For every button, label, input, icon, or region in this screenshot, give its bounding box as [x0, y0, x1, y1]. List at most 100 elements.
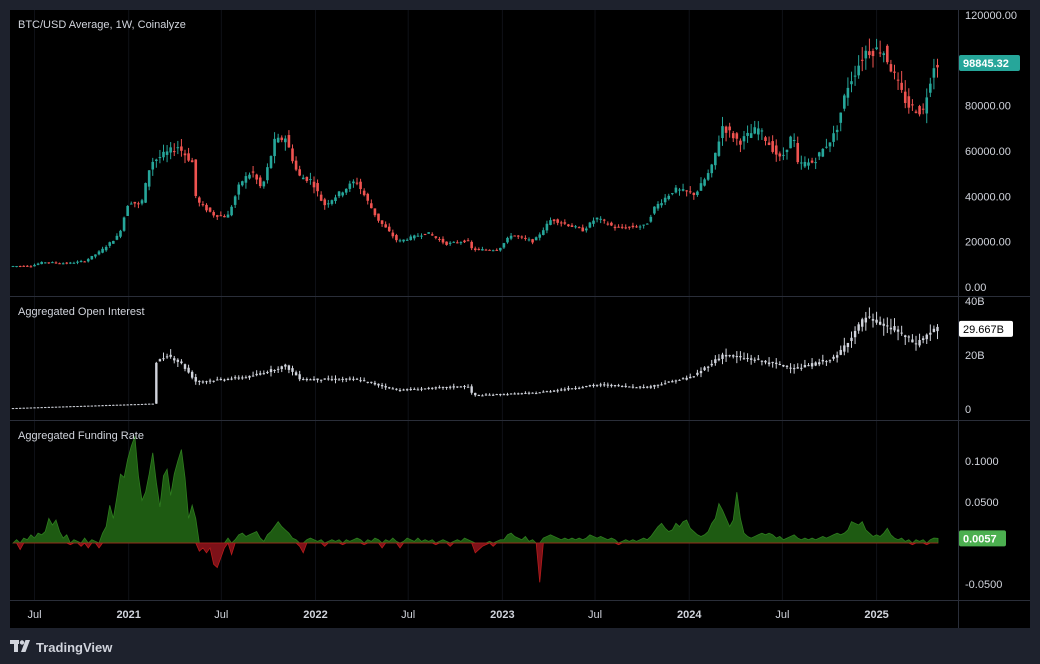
- oi-candle[interactable]: [370, 381, 373, 383]
- oi-candle[interactable]: [674, 380, 678, 382]
- price-candle[interactable]: [513, 235, 516, 237]
- oi-candle[interactable]: [112, 404, 115, 406]
- price-candle[interactable]: [76, 261, 79, 263]
- oi-candle[interactable]: [624, 385, 627, 387]
- price-candle[interactable]: [724, 126, 728, 133]
- oi-candle[interactable]: [814, 362, 817, 366]
- oi-candle[interactable]: [130, 404, 133, 406]
- oi-candle[interactable]: [208, 380, 212, 382]
- oi-candle[interactable]: [115, 404, 119, 406]
- price-candle[interactable]: [133, 201, 137, 204]
- price-candle[interactable]: [344, 188, 348, 193]
- oi-candle[interactable]: [26, 407, 29, 409]
- price-candle[interactable]: [230, 206, 233, 216]
- price-candle[interactable]: [785, 149, 789, 153]
- funding-negative-area[interactable]: [13, 542, 938, 583]
- price-candle[interactable]: [477, 248, 481, 250]
- oi-candle[interactable]: [760, 360, 764, 362]
- price-candle[interactable]: [176, 147, 180, 149]
- price-candle[interactable]: [653, 206, 656, 214]
- oi-candle[interactable]: [534, 393, 538, 395]
- oi-candle[interactable]: [47, 406, 51, 408]
- price-candle[interactable]: [746, 132, 749, 136]
- price-candle[interactable]: [287, 135, 291, 148]
- oi-candle[interactable]: [610, 384, 613, 387]
- price-candle[interactable]: [452, 241, 456, 243]
- price-candle[interactable]: [244, 176, 248, 183]
- price-candle[interactable]: [58, 263, 61, 265]
- oi-candle[interactable]: [463, 386, 466, 388]
- price-candle[interactable]: [280, 137, 284, 141]
- price-candle[interactable]: [699, 183, 703, 191]
- oi-candle[interactable]: [921, 338, 925, 340]
- price-candle[interactable]: [828, 142, 832, 147]
- price-candle[interactable]: [434, 236, 438, 238]
- price-candle[interactable]: [552, 219, 556, 222]
- price-candle[interactable]: [624, 227, 628, 229]
- oi-candle[interactable]: [628, 386, 631, 388]
- price-candle[interactable]: [800, 162, 803, 164]
- price-candle[interactable]: [688, 191, 692, 193]
- price-candle[interactable]: [327, 203, 330, 205]
- price-candle[interactable]: [370, 203, 373, 209]
- oi-candle[interactable]: [703, 367, 706, 371]
- oi-candle[interactable]: [685, 377, 688, 380]
- price-candle[interactable]: [441, 238, 445, 243]
- oi-candle[interactable]: [491, 394, 495, 396]
- oi-candle[interactable]: [800, 367, 803, 369]
- price-candle[interactable]: [545, 223, 549, 231]
- oi-candle[interactable]: [775, 362, 778, 365]
- oi-candle[interactable]: [896, 329, 900, 332]
- price-candle[interactable]: [36, 263, 40, 265]
- oi-candle[interactable]: [83, 405, 86, 407]
- oi-candle[interactable]: [846, 342, 850, 348]
- oi-candle[interactable]: [327, 378, 330, 380]
- oi-candle[interactable]: [165, 356, 169, 358]
- price-candle[interactable]: [420, 235, 423, 237]
- price-candle[interactable]: [936, 64, 939, 68]
- oi-candle[interactable]: [692, 376, 696, 378]
- price-candle[interactable]: [649, 216, 653, 222]
- price-candle[interactable]: [581, 227, 585, 232]
- oi-candle[interactable]: [11, 408, 15, 410]
- oi-candle[interactable]: [857, 324, 860, 331]
- price-candle[interactable]: [473, 248, 477, 250]
- oi-candle[interactable]: [552, 390, 556, 392]
- price-candle[interactable]: [563, 222, 567, 224]
- oi-candle[interactable]: [409, 389, 412, 391]
- oi-candle[interactable]: [438, 387, 441, 389]
- price-candle[interactable]: [832, 133, 835, 142]
- oi-candle[interactable]: [466, 386, 470, 388]
- price-candle[interactable]: [588, 222, 592, 228]
- oi-candle[interactable]: [556, 390, 559, 392]
- price-candle[interactable]: [43, 262, 47, 264]
- price-candle[interactable]: [843, 95, 846, 109]
- oi-candle[interactable]: [710, 363, 713, 366]
- oi-candle[interactable]: [925, 334, 928, 340]
- price-candle[interactable]: [925, 97, 929, 114]
- oi-candle[interactable]: [678, 379, 681, 381]
- funding-positive-area[interactable]: [11, 436, 939, 544]
- price-candle[interactable]: [678, 189, 681, 191]
- price-candle[interactable]: [574, 226, 577, 228]
- price-candle[interactable]: [309, 179, 312, 181]
- oi-candle[interactable]: [506, 394, 509, 396]
- oi-candle[interactable]: [413, 388, 416, 390]
- oi-candle[interactable]: [764, 360, 767, 363]
- oi-candle[interactable]: [599, 384, 602, 386]
- oi-candle[interactable]: [298, 374, 301, 380]
- price-candle[interactable]: [377, 213, 380, 221]
- price-candle[interactable]: [416, 235, 420, 237]
- oi-candle[interactable]: [33, 407, 36, 409]
- price-candle[interactable]: [183, 153, 187, 156]
- price-candle[interactable]: [226, 214, 230, 218]
- price-candle[interactable]: [348, 183, 352, 189]
- price-candle[interactable]: [516, 235, 520, 237]
- price-candle[interactable]: [853, 75, 857, 77]
- price-candle[interactable]: [305, 176, 309, 181]
- oi-candle[interactable]: [183, 364, 187, 369]
- price-candle[interactable]: [147, 170, 151, 187]
- oi-candle[interactable]: [144, 403, 147, 405]
- oi-candle[interactable]: [54, 406, 58, 408]
- oi-candle[interactable]: [194, 377, 197, 382]
